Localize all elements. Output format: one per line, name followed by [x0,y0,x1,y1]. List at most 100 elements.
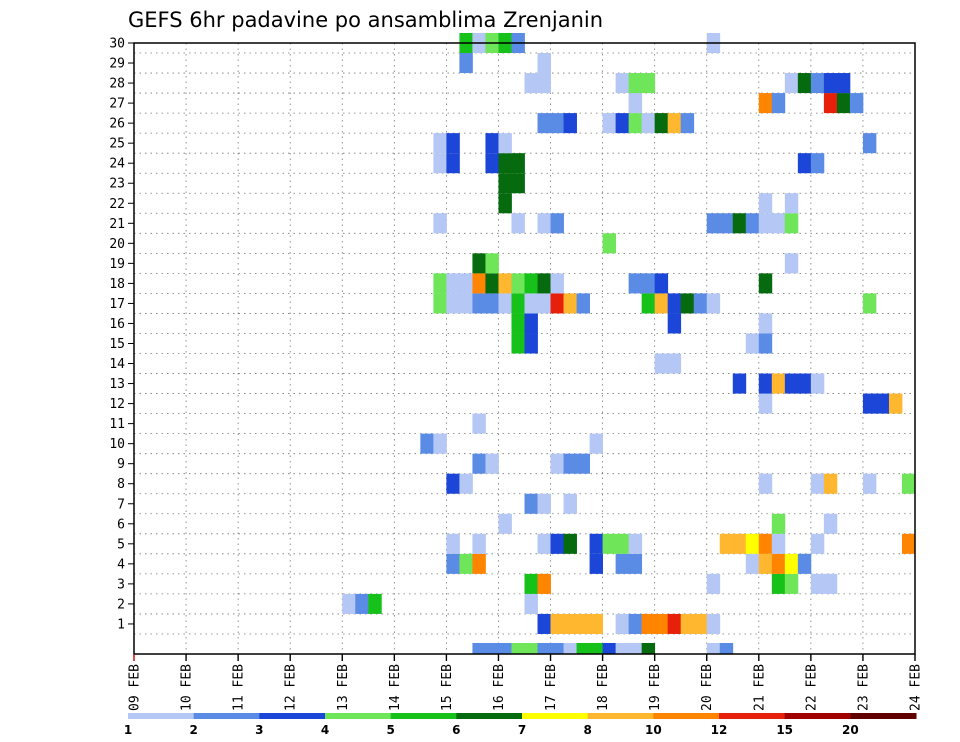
heatmap-cell [758,373,773,394]
heatmap-cell [706,293,721,314]
colorbar-swatch [456,713,523,719]
y-tick-label: 17 [109,297,125,312]
x-tick-label: 14 FEB [388,664,403,711]
colorbar-label: 3 [255,723,263,737]
heatmap-cell [719,642,734,654]
y-tick-label: 4 [117,557,125,572]
heatmap-cell [563,453,577,474]
heatmap-cell [420,433,434,454]
heatmap-cell [771,553,786,574]
heatmap-cell [641,113,656,134]
heatmap-cell [784,253,799,274]
colorbar-label: 4 [321,723,329,737]
heatmap-cell [550,293,564,314]
plot-frame [133,42,916,655]
heatmap-cell [563,533,577,554]
heatmap-cell [628,613,643,634]
y-tick-label: 25 [109,137,125,152]
heatmap-cell [693,293,708,314]
heatmap-cell [823,573,838,594]
heatmap-cell [446,133,460,154]
heatmap-cell [563,613,577,634]
y-tick-label: 21 [109,217,125,232]
heatmap-cell [602,642,617,654]
colorbar-label: 15 [776,723,793,737]
heatmap-cell [706,642,721,654]
colorbar-swatch [325,713,392,719]
heatmap-cell [615,642,630,654]
heatmap-cell [823,513,838,534]
x-tick-label: 16 FEB [492,664,507,711]
heatmap-cell [537,573,551,594]
heatmap-cell [563,642,577,654]
heatmap-cell [771,373,786,394]
heatmap-cell [667,113,682,134]
heatmap-cell [446,553,460,574]
x-tick-label: 21 FEB [752,664,767,711]
heatmap-cell [550,453,564,474]
y-tick-label: 23 [109,177,125,192]
heatmap-cell [758,393,773,414]
x-tick-label: 10 FEB [180,664,195,711]
heatmap-cell [446,473,460,494]
colorbar-swatch [193,713,260,719]
heatmap-cell [654,353,669,374]
x-tick-label: 24 FEB [909,664,924,711]
heatmap-cell [628,553,643,574]
heatmap-cell [511,642,525,654]
heatmap-cell [667,313,682,334]
colorbar-swatch [587,713,654,719]
heatmap-cell [680,113,695,134]
heatmap-cell [758,93,773,114]
heatmap-cell [472,553,486,574]
heatmap-cell [758,213,773,234]
heatmap-cell [537,213,551,234]
heatmap-cell [758,533,773,554]
heatmap-cell [472,273,486,294]
heatmap-cell [784,73,799,94]
heatmap-cell [485,273,499,294]
colorbar-swatch [390,713,457,719]
heatmap-cell [654,613,669,634]
heatmap-cell [732,373,747,394]
heatmap-cell [498,193,512,214]
heatmap-cell [498,153,512,174]
y-tick-label: 30 [109,37,125,52]
heatmap-cell [537,113,551,134]
y-tick-label: 5 [117,537,125,552]
heatmap-cell [446,153,460,174]
colorbar-swatch [522,713,589,719]
heatmap-cell [485,453,499,474]
colorbar: 1 2 3 4 5 6 7 8 10 12 15 20 [124,713,917,737]
colorbar-swatch [719,713,786,719]
heatmap-cell [472,253,486,274]
x-tick-label: 20 FEB [700,664,715,711]
y-tick-label: 19 [109,257,125,272]
heatmap-cell [758,333,773,354]
heatmap-cell [433,273,447,294]
colorbar-swatch [784,713,851,719]
heatmap-cell [511,273,525,294]
heatmap-cell [641,293,656,314]
heatmap-cell [784,373,799,394]
colorbar-label: 10 [645,723,662,737]
heatmap-cell [810,373,825,394]
heatmap-cell [433,433,447,454]
heatmap-cell [771,573,786,594]
heatmap-cell [537,642,551,654]
heatmap-cell [654,293,669,314]
heatmap-cell [836,73,851,94]
y-tick-label: 15 [109,337,125,352]
heatmap-cell [628,93,643,114]
heatmap-cell [628,642,643,654]
y-tick-label: 10 [109,437,125,452]
heatmap-cell [485,642,499,654]
heatmap-cell [511,333,525,354]
heatmap-cell [524,593,538,614]
heatmap-cell [576,613,590,634]
heatmap-cell [563,113,577,134]
heatmap-cell [719,213,734,234]
heatmap-cell [446,533,460,554]
heatmap-cell [524,73,538,94]
heatmap-cell [680,293,695,314]
